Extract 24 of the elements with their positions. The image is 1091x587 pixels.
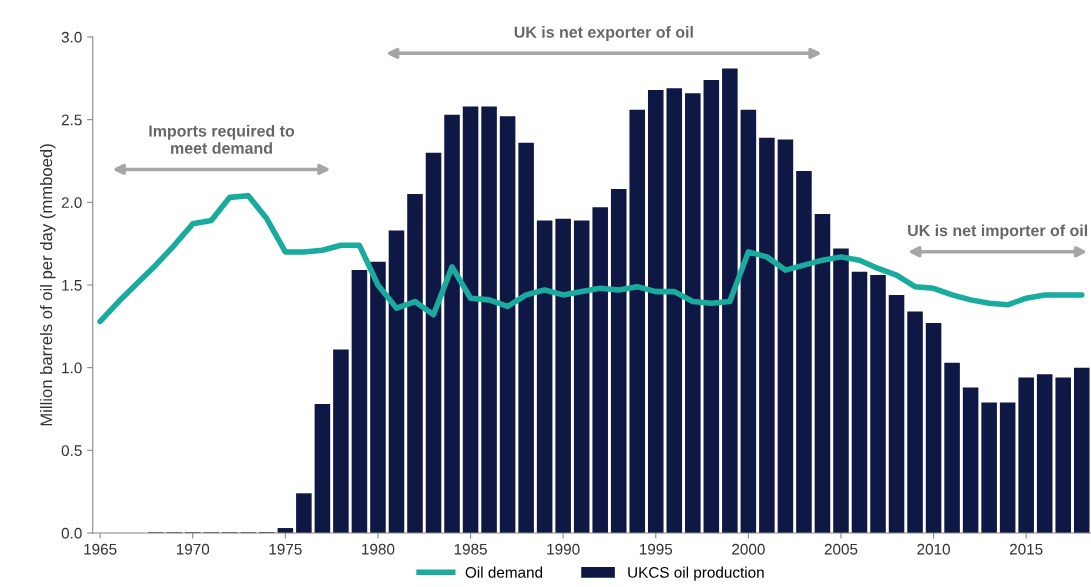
- x-tick-label: 1975: [269, 543, 302, 555]
- x-tick-label: 1965: [84, 543, 117, 555]
- annotation: Imports required to meet demand: [149, 124, 295, 154]
- y-tick-label: 2.5: [61, 114, 82, 126]
- x-tick-label: 2005: [824, 543, 858, 555]
- legend-label: UKCS oil production: [628, 566, 764, 581]
- x-tick-label: 2000: [732, 543, 765, 555]
- x-tick-label: 1990: [547, 543, 580, 555]
- x-tick-label: 1995: [639, 543, 673, 555]
- x-tick-label: 2015: [1009, 543, 1043, 555]
- annotation: UK is net importer of oil: [908, 224, 1088, 240]
- x-tick-label: 1970: [176, 543, 210, 555]
- y-axis-title: Million barrels of oil per day (mmboed): [39, 144, 56, 426]
- x-tick-label: 1980: [362, 543, 395, 555]
- y-tick-label: 2.0: [61, 197, 82, 209]
- y-tick-label: 1.0: [62, 362, 82, 374]
- x-tick-label: 1985: [454, 543, 487, 555]
- legend-label: Oil demand: [465, 566, 543, 578]
- annotation: UK is net exporter of oil: [514, 26, 693, 41]
- y-tick-label: 1.5: [62, 280, 82, 291]
- y-tick-label: 0.0: [61, 527, 82, 539]
- y-tick-label: 3.0: [61, 31, 82, 43]
- x-tick-label: 2010: [917, 543, 950, 555]
- y-tick-label: 0.5: [61, 445, 82, 457]
